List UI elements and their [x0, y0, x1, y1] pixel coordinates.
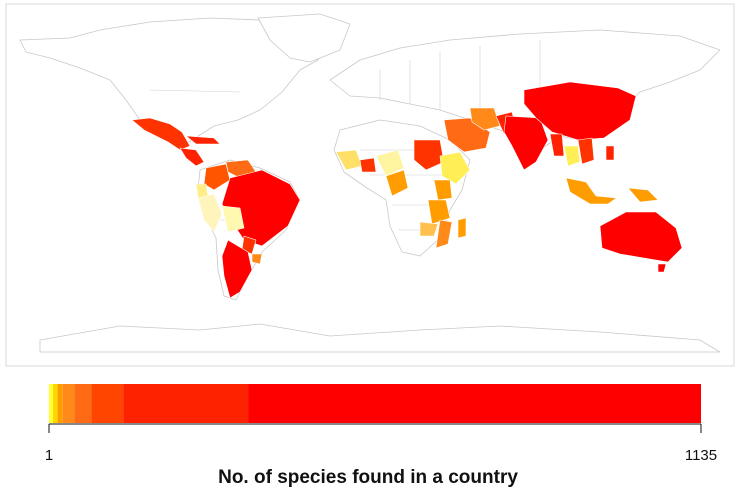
legend-step-2: [57, 384, 63, 423]
legend-step-7: [248, 384, 701, 423]
legend-step-0: [49, 384, 54, 423]
australia-region: [599, 211, 683, 263]
ethiopia-region: [439, 151, 471, 185]
antarctica-outline: [39, 323, 721, 353]
cameroon-region: [385, 169, 409, 197]
mexico-region: [131, 117, 191, 151]
zambia-region: [419, 221, 439, 237]
iran-region: [469, 107, 501, 131]
madagascar-region: [457, 217, 467, 239]
world-map: [5, 3, 735, 367]
argentina-region: [221, 239, 253, 299]
legend-step-4: [74, 384, 92, 423]
color-legend: 1 1135 No. of species found in a country: [45, 384, 717, 488]
central-america-region: [179, 147, 205, 167]
papua-new-guinea-region: [627, 187, 659, 203]
tanzania-region: [427, 199, 451, 225]
china-region: [523, 81, 637, 141]
north-america-outline: [19, 17, 331, 149]
indochina-region: [577, 137, 595, 165]
legend-step-5: [91, 384, 124, 423]
uruguay-region: [251, 253, 263, 265]
guinea-coast-region: [359, 157, 377, 173]
bolivia-region: [221, 205, 245, 233]
nigeria-region: [375, 149, 405, 177]
legend-min-label: 1: [45, 447, 53, 464]
colombia-region: [203, 163, 231, 191]
caribbean-region: [185, 135, 221, 145]
sudan-region: [413, 139, 445, 171]
tasmania-region: [657, 263, 667, 273]
legend-step-1: [53, 384, 58, 423]
highlighted-countries: [131, 81, 683, 299]
greenland-outline: [257, 13, 351, 63]
thailand-region: [563, 145, 581, 167]
legend-step-6: [123, 384, 249, 423]
mozambique-region: [435, 219, 453, 249]
peru-region: [197, 193, 223, 233]
kenya-region: [433, 179, 453, 201]
legend-color-bar: [49, 384, 701, 423]
philippines-region: [605, 145, 615, 161]
legend-title: No. of species found in a country: [218, 467, 518, 488]
legend-max-label: 1135: [685, 447, 717, 464]
indonesia-region: [565, 177, 629, 205]
legend-step-3: [62, 384, 75, 423]
myanmar-region: [549, 133, 565, 157]
